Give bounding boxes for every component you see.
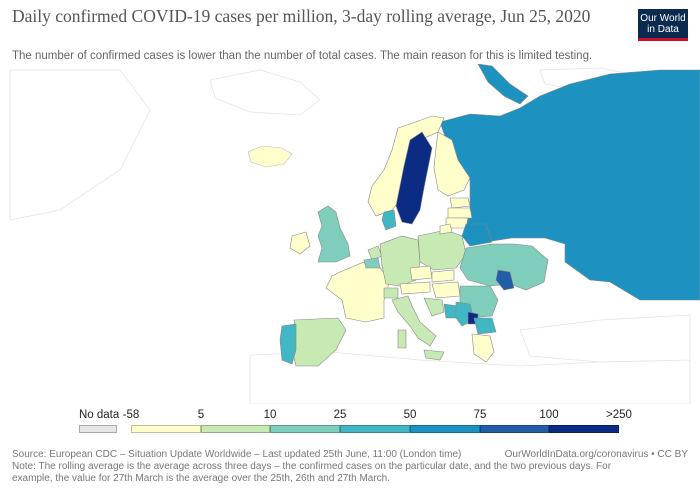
legend-color-segment[interactable] [549,425,619,433]
credit-text[interactable]: OurWorldInData.org/coronavirus • CC BY [504,449,688,460]
region-belarus[interactable] [461,223,493,247]
legend-tick-label: 10 [263,409,277,421]
legend-tick-label: 25 [333,409,347,421]
region-sardinia[interactable] [397,329,407,349]
region-ukraine[interactable] [459,243,549,291]
region-iceland[interactable] [247,145,293,168]
north-america-outline [9,69,151,221]
chart-subtitle: The number of confirmed cases is lower t… [12,50,593,62]
region-sweden[interactable] [395,131,433,225]
region-italy[interactable] [391,295,437,347]
region-estonia[interactable] [449,197,471,209]
legend-no-data-swatch [79,425,117,433]
region-greece[interactable] [471,333,495,363]
legend-tick-label: 75 [473,409,487,421]
region-hungary[interactable] [431,281,461,299]
region-belgium[interactable] [363,257,381,269]
source-text: Source: European CDC – Situation Update … [12,449,462,460]
region-russia-north-island[interactable] [477,64,529,105]
region-sicily[interactable] [423,349,445,361]
logo-line-1: Our World [640,13,686,24]
region-denmark[interactable] [381,209,397,231]
legend-color-segment[interactable] [200,425,271,433]
region-slovakia[interactable] [431,269,455,283]
region-bulgaria[interactable] [473,317,497,335]
region-switzerland[interactable] [383,287,399,299]
note-line-1: Note: The rolling average is the average… [12,461,612,472]
legend-color-segment[interactable] [409,425,480,433]
europe-map [9,64,700,404]
legend-color-segment[interactable] [479,425,550,433]
legend-color-segment[interactable] [131,425,201,433]
region-austria[interactable] [399,281,431,295]
region-finland[interactable] [433,131,471,197]
region-czechia[interactable] [409,265,433,281]
legend-tick-label: >250 [606,409,632,421]
legend-no-data-label: No data [79,409,120,421]
legend-tick-label: 100 [539,409,559,421]
region-united-kingdom[interactable] [317,205,351,263]
logo-line-2: in Data [647,24,679,35]
middle-east-outline [519,314,691,363]
legend-tick-label: 50 [403,409,417,421]
legend-color-segment[interactable] [340,425,410,433]
region-germany[interactable] [379,235,421,287]
region-slovenia-croatia[interactable] [423,297,445,317]
note-line-2: example, the value for 27th March is the… [12,473,391,484]
region-portugal[interactable] [279,323,297,365]
legend-tick-label: 5 [197,409,205,421]
region-latvia[interactable] [447,207,473,219]
region-moldova[interactable] [495,269,515,291]
region-france[interactable] [325,261,391,323]
region-ireland[interactable] [289,231,311,255]
owid-logo[interactable]: Our World in Data [638,9,688,41]
region-poland[interactable] [417,229,467,271]
region-kaliningrad[interactable] [439,223,453,235]
chart-title: Daily confirmed COVID-19 cases per milli… [12,6,591,26]
legend-tick-label: -58 [122,409,140,421]
legend-color-segment[interactable] [270,425,341,433]
greenland-outline [209,69,321,116]
region-netherlands[interactable] [367,245,383,261]
